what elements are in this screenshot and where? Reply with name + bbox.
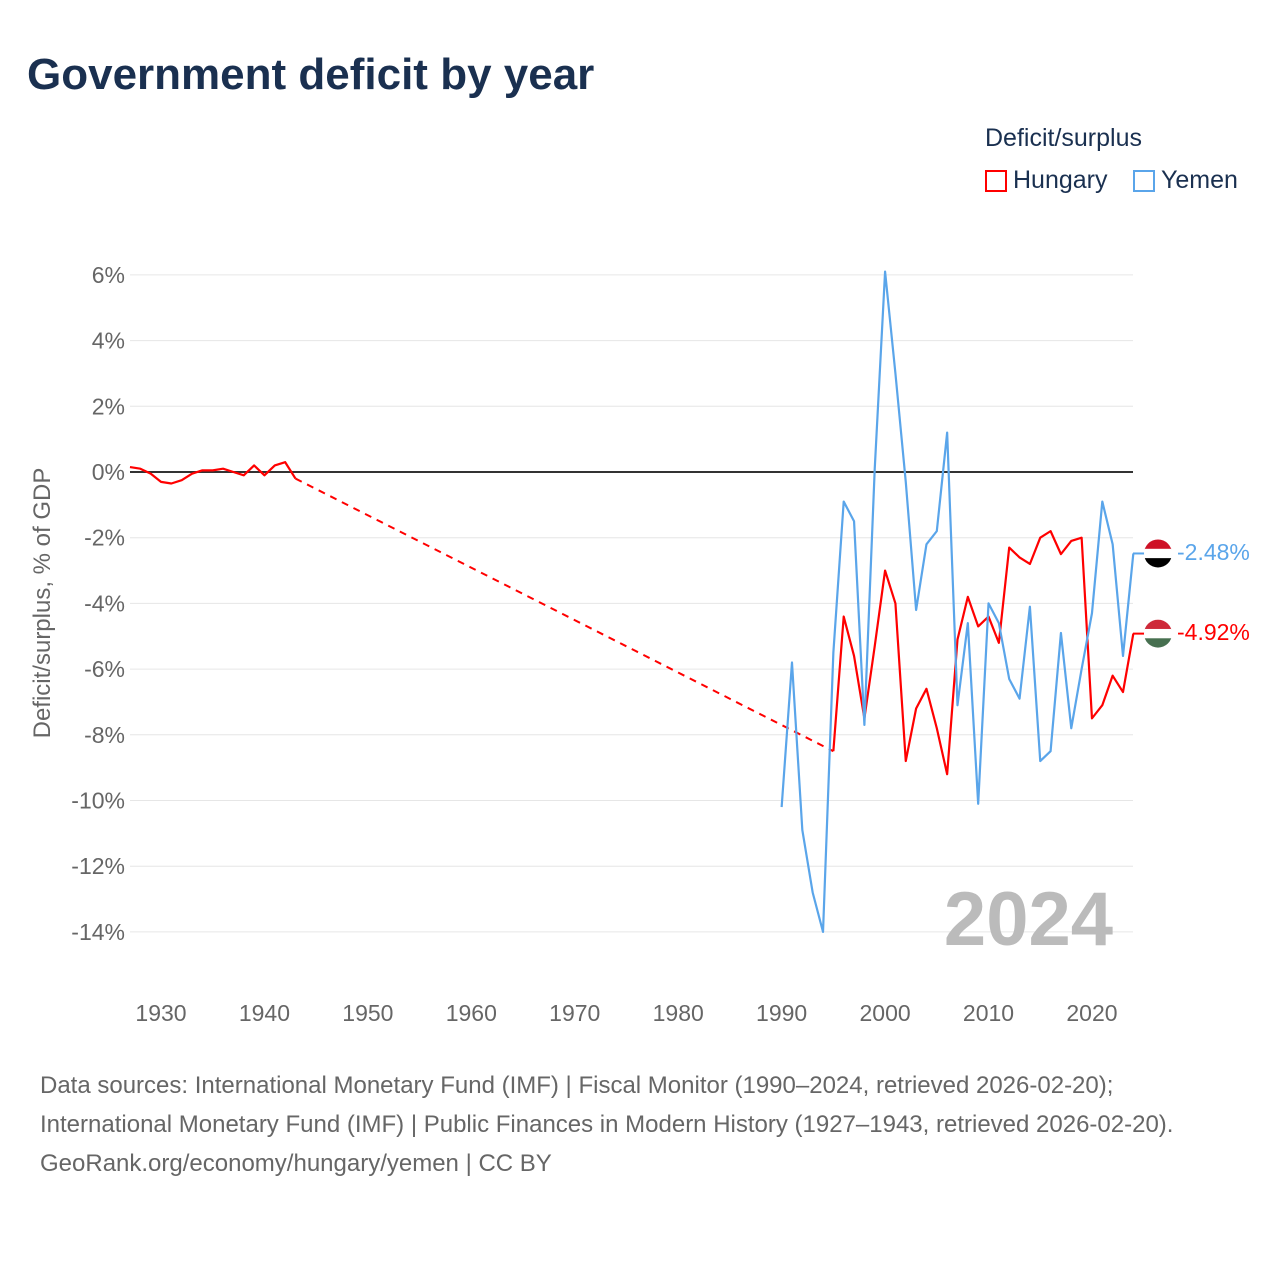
credit-link[interactable]: GeoRank.org/economy/hungary/yemen | CC B… [40,1150,552,1177]
y-tick-label: -2% [84,525,125,551]
y-axis-label: Deficit/surplus, % of GDP [29,468,56,739]
yemen-flag-icon [1144,539,1172,568]
y-tick-label: -10% [71,788,125,814]
y-tick-label: 2% [92,393,125,419]
year-watermark: 2024 [944,877,1113,962]
series-line-hungary [832,530,1135,776]
x-tick-label: 2010 [963,1000,1014,1026]
gap-line-hungary [295,477,834,753]
y-tick-label: 6% [92,262,125,288]
x-tick-label: 1950 [342,1000,393,1026]
data-sources: Data sources: International Monetary Fun… [40,1072,1174,1138]
line-chart: 6% 4% 2% 0% -2% -4% -6% -8% -10% -12% -14% 1930 1940… [29,262,1250,1026]
flag-stripe [1144,558,1172,568]
x-tick-label: 1990 [756,1000,807,1026]
y-tick-label: -14% [71,919,125,945]
flag-stripe [1144,638,1172,648]
end-label-hungary: -4.92% [1177,619,1250,645]
x-tick-label: 1940 [239,1000,290,1026]
y-tick-label: 0% [92,459,125,485]
legend-item-hungary[interactable]: Hungary [985,166,1108,195]
hungary-flag-icon [1144,619,1172,648]
flag-stripe [1144,539,1172,550]
x-tick-label: 1970 [549,1000,600,1026]
x-tick-label: 1930 [135,1000,186,1026]
x-tick-label: 1960 [446,1000,497,1026]
legend-item-yemen[interactable]: Yemen [1133,166,1238,195]
y-tick-label: -4% [84,590,125,616]
series-line-hungary [129,461,297,485]
page-title: Government deficit by year [27,50,595,99]
series-line-yemen [780,270,1135,934]
footer: Data sources: International Monetary Fun… [40,1066,1240,1183]
x-tick-label: 2020 [1066,1000,1117,1026]
flag-stripe [1144,628,1172,639]
legend-label: Hungary [1013,166,1108,194]
end-label-yemen: -2.48% [1177,539,1250,565]
x-tick-label: 2000 [859,1000,910,1026]
flag-stripe [1144,548,1172,559]
y-tick-label: 4% [92,328,125,354]
x-tick-label: 1980 [653,1000,704,1026]
legend-title: Deficit/surplus [985,124,1142,152]
flag-stripe [1144,619,1172,630]
y-tick-label: -12% [71,853,125,879]
y-tick-label: -8% [84,722,125,748]
legend-swatch-yemen [1133,169,1155,192]
legend-label: Yemen [1161,166,1238,194]
y-tick-label: -6% [84,656,125,682]
legend-swatch-hungary [985,169,1007,192]
